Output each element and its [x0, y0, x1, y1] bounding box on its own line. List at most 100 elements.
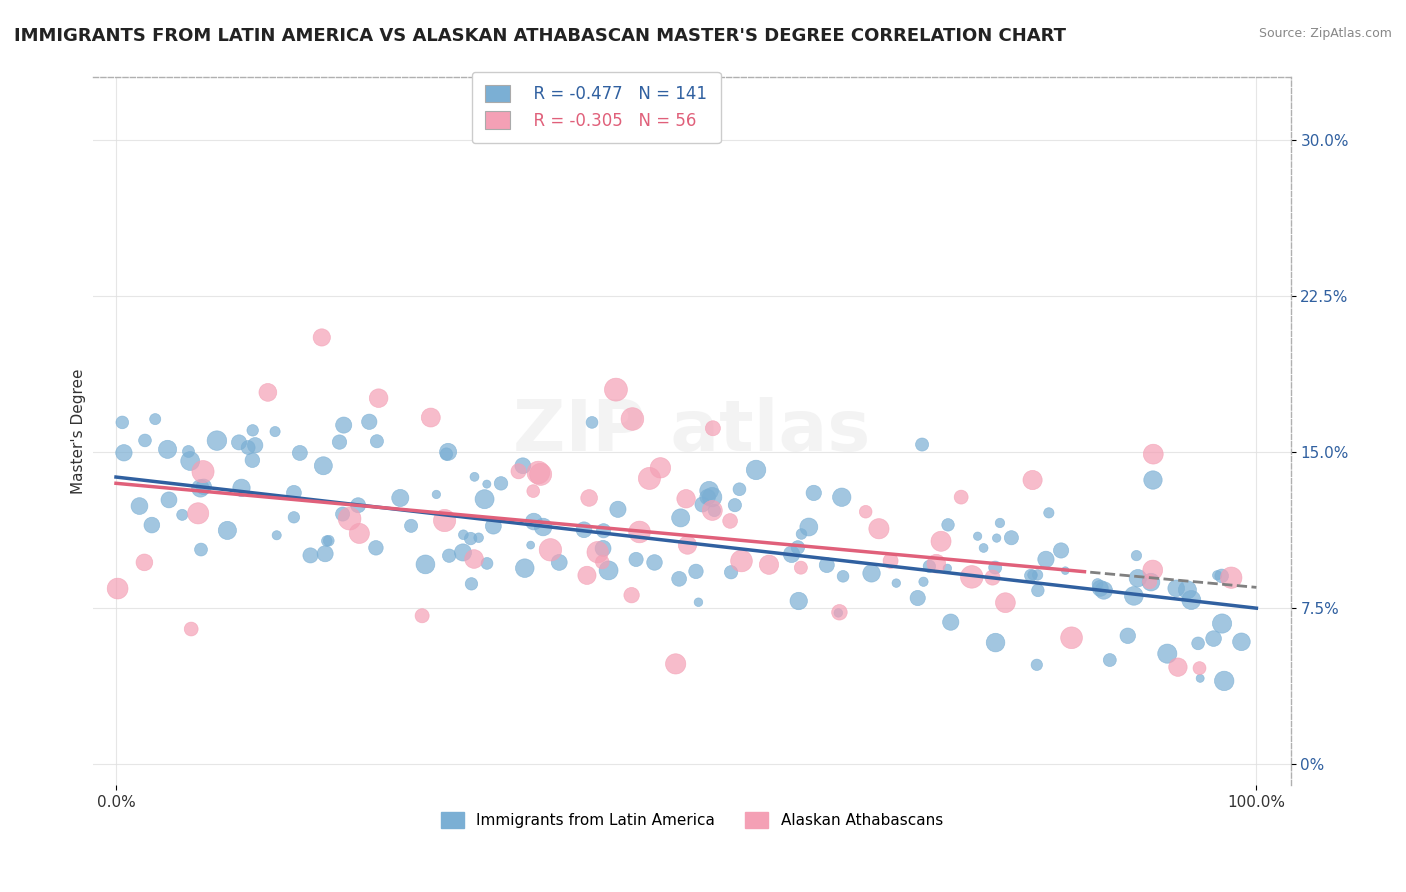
Point — [364, 541, 387, 555]
Point — [1220, 571, 1243, 585]
Point — [1140, 575, 1163, 590]
Point — [264, 425, 287, 439]
Legend: Immigrants from Latin America, Alaskan Athabascans: Immigrants from Latin America, Alaskan A… — [434, 805, 949, 834]
Point — [141, 518, 163, 533]
Point — [283, 485, 305, 500]
Point — [624, 552, 647, 566]
Point — [912, 574, 935, 589]
Point — [1188, 661, 1211, 675]
Point — [463, 552, 485, 566]
Point — [415, 558, 437, 572]
Point — [960, 570, 983, 584]
Point — [718, 514, 741, 528]
Point — [918, 559, 941, 574]
Point — [598, 563, 620, 577]
Point — [650, 460, 672, 475]
Point — [1000, 531, 1022, 545]
Point — [605, 383, 627, 397]
Point — [591, 555, 613, 569]
Point — [1098, 653, 1121, 667]
Point — [231, 481, 253, 495]
Point — [1116, 629, 1139, 643]
Point — [236, 441, 259, 455]
Point — [228, 435, 250, 450]
Point — [513, 561, 536, 575]
Point — [592, 524, 614, 538]
Point — [790, 527, 813, 541]
Point — [572, 523, 595, 537]
Point — [994, 596, 1017, 610]
Point — [1126, 571, 1149, 585]
Point — [1211, 616, 1233, 631]
Point — [467, 531, 489, 545]
Point — [592, 541, 614, 556]
Point — [460, 532, 482, 546]
Point — [692, 498, 714, 512]
Point — [832, 569, 855, 583]
Point — [389, 491, 412, 505]
Point — [724, 498, 747, 512]
Point — [460, 577, 482, 591]
Point — [884, 576, 907, 591]
Point — [299, 549, 322, 563]
Point — [860, 566, 883, 581]
Point — [1050, 543, 1073, 558]
Point — [855, 505, 877, 519]
Point — [367, 391, 389, 405]
Point — [283, 510, 305, 524]
Point — [1090, 582, 1112, 596]
Point — [787, 594, 810, 608]
Point — [1021, 473, 1043, 487]
Point — [243, 438, 266, 452]
Point — [453, 528, 475, 542]
Y-axis label: Master's Degree: Master's Degree — [72, 368, 86, 494]
Point — [177, 444, 200, 458]
Point — [339, 511, 361, 525]
Point — [1026, 568, 1049, 582]
Point — [240, 453, 263, 467]
Point — [451, 545, 474, 559]
Point — [879, 554, 901, 568]
Point — [911, 437, 934, 451]
Point — [548, 556, 571, 570]
Point — [803, 486, 825, 500]
Point — [474, 492, 496, 507]
Point — [512, 458, 534, 473]
Point — [1206, 568, 1229, 582]
Point — [205, 434, 228, 448]
Point — [475, 477, 498, 491]
Point — [508, 464, 530, 478]
Point — [475, 557, 498, 571]
Point — [489, 476, 512, 491]
Point — [425, 487, 447, 501]
Point — [527, 466, 550, 480]
Point — [668, 572, 690, 586]
Point — [696, 490, 718, 504]
Point — [638, 471, 661, 485]
Point — [531, 520, 554, 534]
Point — [981, 570, 1004, 584]
Point — [939, 615, 962, 629]
Point — [172, 508, 194, 522]
Text: ZIP atlas: ZIP atlas — [513, 397, 870, 466]
Point — [1166, 582, 1188, 596]
Point — [436, 447, 458, 461]
Point — [868, 522, 890, 536]
Point — [988, 516, 1011, 530]
Point — [685, 565, 707, 579]
Point — [190, 481, 212, 495]
Point — [143, 412, 166, 426]
Point — [1180, 593, 1202, 607]
Point — [797, 520, 820, 534]
Point — [411, 608, 433, 623]
Point — [523, 515, 546, 529]
Point — [815, 558, 838, 572]
Point — [1038, 506, 1060, 520]
Point — [349, 526, 371, 541]
Point — [1142, 447, 1164, 461]
Point — [758, 558, 780, 572]
Point — [314, 547, 336, 561]
Point — [522, 484, 544, 499]
Point — [578, 491, 600, 505]
Point — [187, 506, 209, 520]
